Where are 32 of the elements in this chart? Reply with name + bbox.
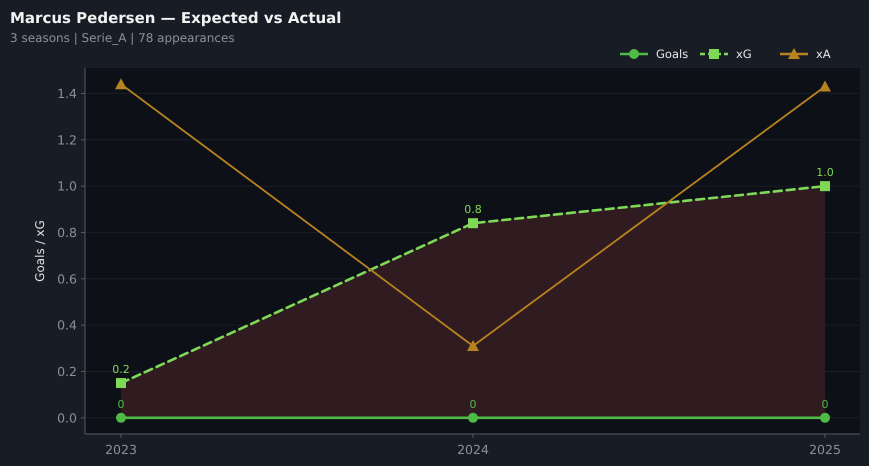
point xyxy=(115,78,127,90)
y-tick-label: 0.0 xyxy=(57,410,78,426)
point xyxy=(468,412,478,423)
x-tick-label: 2024 xyxy=(457,442,489,457)
legend-label: xA xyxy=(816,47,831,61)
legend-label: xG xyxy=(736,47,752,61)
y-tick-label: 0.2 xyxy=(57,364,77,379)
x-tick-label: 2025 xyxy=(809,442,841,457)
point xyxy=(820,181,830,192)
y-axis-title: Goals / xG xyxy=(33,220,47,282)
chart-subtitle: 3 seasons | Serie_A | 78 appearances xyxy=(10,31,235,45)
point xyxy=(468,218,478,228)
data-label: 1.0 xyxy=(816,166,834,180)
point xyxy=(116,378,126,388)
chart-title: Marcus Pedersen — Expected vs Actual xyxy=(10,9,342,27)
data-label: 0 xyxy=(470,398,476,411)
point xyxy=(820,412,830,423)
y-tick-label: 0.4 xyxy=(57,318,78,333)
y-tick-label: 0.8 xyxy=(57,224,78,240)
data-label: 0 xyxy=(822,398,828,411)
point xyxy=(467,340,479,351)
data-label: 0.2 xyxy=(112,363,130,376)
y-tick-label: 1.2 xyxy=(57,132,77,148)
legend-label: Goals xyxy=(656,47,688,61)
y-tick-label: 0.6 xyxy=(57,271,78,286)
point xyxy=(116,412,126,423)
y-tick-label: 1.4 xyxy=(57,86,78,101)
x-tick-label: 2023 xyxy=(105,442,137,457)
y-tick-label: 1.0 xyxy=(57,178,78,194)
data-label: 0 xyxy=(118,398,124,411)
point xyxy=(819,80,831,92)
data-label: 0.8 xyxy=(464,203,482,216)
